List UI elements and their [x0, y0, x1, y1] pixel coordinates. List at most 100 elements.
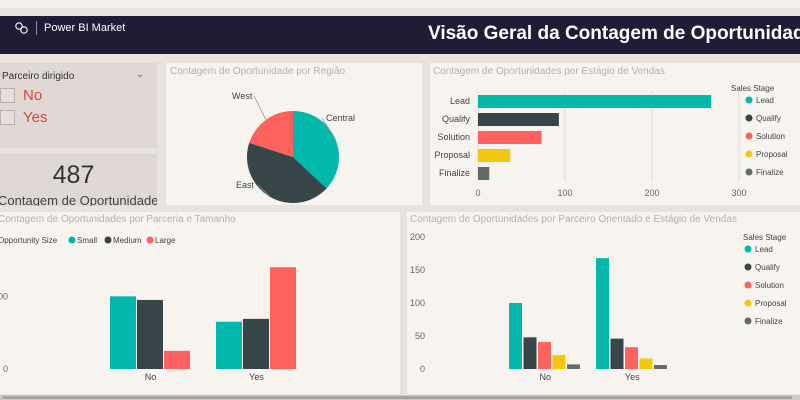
legend-marker [745, 96, 753, 104]
top-strip [0, 0, 800, 8]
slicer-option-yes[interactable]: Yes [0, 109, 47, 126]
pie-slice-central [293, 111, 339, 189]
legend-label: Proposal [756, 150, 788, 159]
x-tick-label: No [539, 372, 551, 382]
legend-label: Qualify [756, 114, 781, 123]
y-tick-label: 50 [415, 331, 425, 341]
region-pie-card[interactable]: Contagem de Oportunidade por Região Cent… [166, 63, 422, 205]
kpi-label: Contagem de Oportunidades [0, 193, 157, 206]
legend-marker [146, 236, 154, 244]
pie-leader-line [321, 117, 336, 139]
column-solution-yes [625, 347, 638, 369]
column-proposal-yes [639, 358, 653, 369]
pie-label: West [232, 91, 253, 101]
column-qualify-yes [610, 338, 624, 369]
pie-label: Central [326, 113, 355, 123]
kpi-card[interactable]: 487 Contagem de Oportunidades [0, 154, 157, 206]
legend-label: Solution [755, 281, 784, 290]
bar-qualify [478, 113, 559, 126]
y-tick-label: Proposal [434, 150, 470, 160]
pie-label: East [236, 180, 255, 190]
pie-leader-line [253, 95, 267, 120]
legend-label: Small [77, 236, 97, 245]
column-large-no [164, 350, 190, 369]
legend-title: Sales Stage [731, 84, 775, 93]
bar-proposal [478, 149, 511, 162]
pie-slice-west [249, 111, 293, 157]
partner-size-chart[interactable]: Opportunity Size Small Medium Large 0 100 No Ye… [0, 212, 400, 394]
y-tick-label: 100 [410, 298, 425, 308]
legend-label: Qualify [755, 263, 780, 272]
legend-marker [744, 299, 752, 307]
column-small-yes [216, 321, 242, 369]
legend-label: Finalize [755, 317, 783, 326]
slicer-option-no[interactable]: No [0, 87, 42, 104]
chart-title: Contagem de Oportunidades por Parceiro O… [410, 214, 737, 225]
logo-divider [36, 21, 37, 35]
column-finalize-no [567, 364, 580, 369]
legend-marker [745, 150, 753, 158]
legend-marker [104, 236, 112, 244]
partner-stage-chart[interactable]: 0 50 100 150 200 No Yes Sales Stage Lead Qualify S… [407, 212, 800, 394]
stage-bar-chart[interactable]: 0 100 200 300 Lead Qualify Solution Proposal Fin… [430, 63, 800, 205]
legend-label: Lead [755, 245, 773, 254]
column-finalize-yes [654, 365, 667, 369]
column-proposal-no [552, 355, 566, 369]
app-logo[interactable]: Power BI Market [14, 21, 125, 35]
y-tick-label: Finalize [439, 168, 470, 178]
legend-marker [745, 132, 753, 140]
y-tick-label: 150 [410, 265, 425, 275]
scrollbar-thumb[interactable] [2, 396, 792, 399]
legend-marker [744, 245, 752, 253]
y-tick-label: 200 [410, 232, 425, 242]
bar-solution [478, 131, 542, 144]
y-tick-label: 0 [3, 364, 8, 374]
legend-label: Finalize [756, 168, 784, 177]
x-tick-label: 0 [475, 188, 480, 198]
column-qualify-no [523, 337, 537, 369]
legend-marker [744, 317, 752, 325]
column-lead-yes [596, 258, 609, 369]
partner-stage-card[interactable]: Contagem de Oportunidades por Parceiro O… [407, 212, 800, 394]
x-tick-label: 200 [644, 188, 659, 198]
pie-slice-east [247, 142, 327, 204]
x-tick-label: Yes [249, 372, 264, 382]
legend-title: Sales Stage [743, 233, 787, 242]
checkbox[interactable] [0, 110, 15, 125]
bar-lead [478, 95, 712, 108]
legend-label: Proposal [755, 299, 787, 308]
column-medium-no [137, 299, 163, 369]
legend-marker [745, 168, 753, 176]
x-tick-label: No [145, 372, 157, 382]
legend-label: Large [155, 236, 176, 245]
y-tick-label: Lead [450, 96, 470, 106]
partner-slicer[interactable]: Parceiro dirigido ⌄ No Yes [0, 63, 157, 148]
kpi-value: 487 [52, 161, 95, 189]
partner-size-card[interactable]: Contagem de Oportunidades por Parceria e… [0, 212, 400, 394]
slicer-option-label: Yes [23, 109, 48, 126]
legend-label: Lead [756, 96, 774, 105]
chevron-down-icon[interactable]: ⌄ [136, 69, 145, 80]
app-name: Power BI Market [44, 22, 126, 34]
x-tick-label: 100 [557, 188, 572, 198]
slicer-title: Parceiro dirigido [2, 71, 75, 82]
column-lead-no [509, 303, 522, 369]
y-tick-label: Solution [437, 132, 470, 142]
y-tick-label: 0 [420, 364, 425, 374]
y-tick-label: Qualify [442, 114, 471, 124]
legend-label: Solution [756, 132, 785, 141]
checkbox[interactable] [0, 88, 15, 103]
legend-marker [744, 263, 752, 271]
stage-bar-card[interactable]: Contagem de Oportunidades por Estágio de… [430, 63, 800, 205]
legend-title: Opportunity Size [0, 236, 58, 245]
region-pie-chart[interactable]: Central East West [166, 63, 422, 205]
column-large-yes [270, 267, 296, 369]
chart-title: Contagem de Oportunidades por Parceria e… [0, 214, 236, 225]
column-small-no [110, 296, 136, 369]
column-solution-no [538, 341, 551, 369]
pie-leader-line [257, 184, 270, 197]
legend-marker [744, 281, 752, 289]
bar-finalize [478, 167, 490, 180]
chart-title: Contagem de Oportunidades por Estágio de… [433, 66, 665, 77]
page-title: Visão Geral da Contagem de Oportunidades [428, 23, 800, 44]
